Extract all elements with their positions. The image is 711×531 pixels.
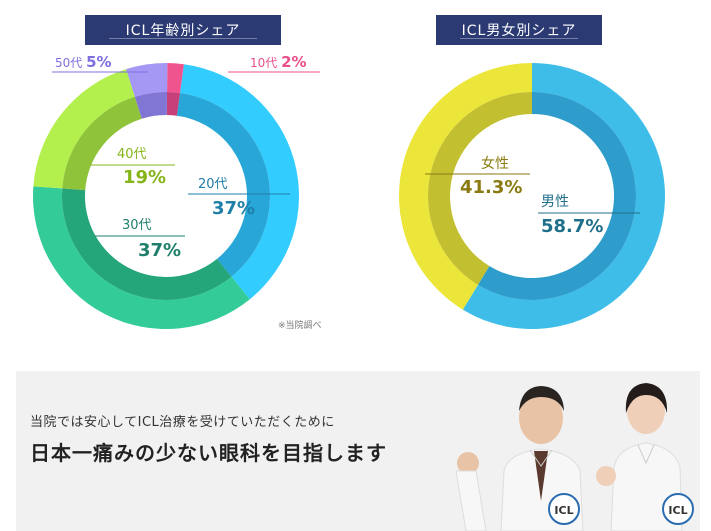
slice-label-0: 10代 2% — [250, 53, 307, 71]
slice-category-label-3: 40代 — [117, 147, 147, 162]
slice-category-label-0: 男性 — [541, 194, 569, 210]
svg-text:ICL: ICL — [668, 504, 687, 517]
donut-slice-outer-3 — [33, 69, 135, 189]
slice-category-label-1: 20代 — [198, 177, 228, 192]
donut-slice-inner-4 — [134, 92, 168, 119]
slice-category-label-2: 30代 — [122, 218, 152, 233]
female-doctor-figure: ICL — [596, 383, 694, 531]
donut-slice-outer-2 — [32, 186, 250, 329]
donut-slice-inner-1 — [176, 92, 271, 277]
svg-text:ICL: ICL — [554, 504, 573, 517]
gender-chart-title: ICL男女別シェア — [436, 15, 602, 45]
donut-slice-inner-3 — [62, 96, 142, 191]
gender-donut-chart: 男性 58.7% 女性 41.3% — [399, 63, 665, 330]
slice-value-label-1: 37% — [212, 198, 255, 219]
doctors-photo: ICL ICL — [455, 383, 694, 531]
donut-slice-outer-1 — [180, 64, 300, 300]
donut-slice-inner-0 — [477, 92, 637, 300]
banner-headline: 日本一痛みの少ない眼科を目指します — [30, 441, 387, 465]
donut-slice-outer-0 — [167, 63, 184, 93]
donut-slice-inner-2 — [62, 188, 232, 301]
slice-value-label-3: 19% — [123, 167, 166, 188]
age-chart-title: ICL年齢別シェア — [85, 15, 281, 45]
banner-subtitle: 当院では安心してICL治療を受けていただくために — [30, 415, 335, 430]
banner: 当院では安心してICL治療を受けていただくために 日本一痛みの少ない眼科を目指し… — [16, 371, 700, 531]
donut-slice-outer-1 — [399, 63, 532, 310]
slice-value-label-1: 41.3% — [460, 177, 522, 198]
age-donut-chart: 10代 2% 20代 37% 30代 37% 40代 19% 50代 5% — [32, 53, 320, 329]
donut-slice-inner-0 — [166, 92, 181, 116]
donut-slice-outer-0 — [462, 63, 665, 330]
survey-note: ※当院調べ — [278, 321, 322, 331]
slice-value-label-2: 37% — [138, 240, 181, 261]
male-doctor-figure: ICL — [455, 386, 584, 531]
slice-category-label-1: 女性 — [481, 155, 509, 172]
slice-label-4: 50代 5% — [55, 53, 112, 71]
donut-slice-outer-4 — [126, 62, 168, 97]
donut-slice-inner-1 — [428, 92, 532, 285]
slice-value-label-0: 58.7% — [541, 216, 603, 237]
